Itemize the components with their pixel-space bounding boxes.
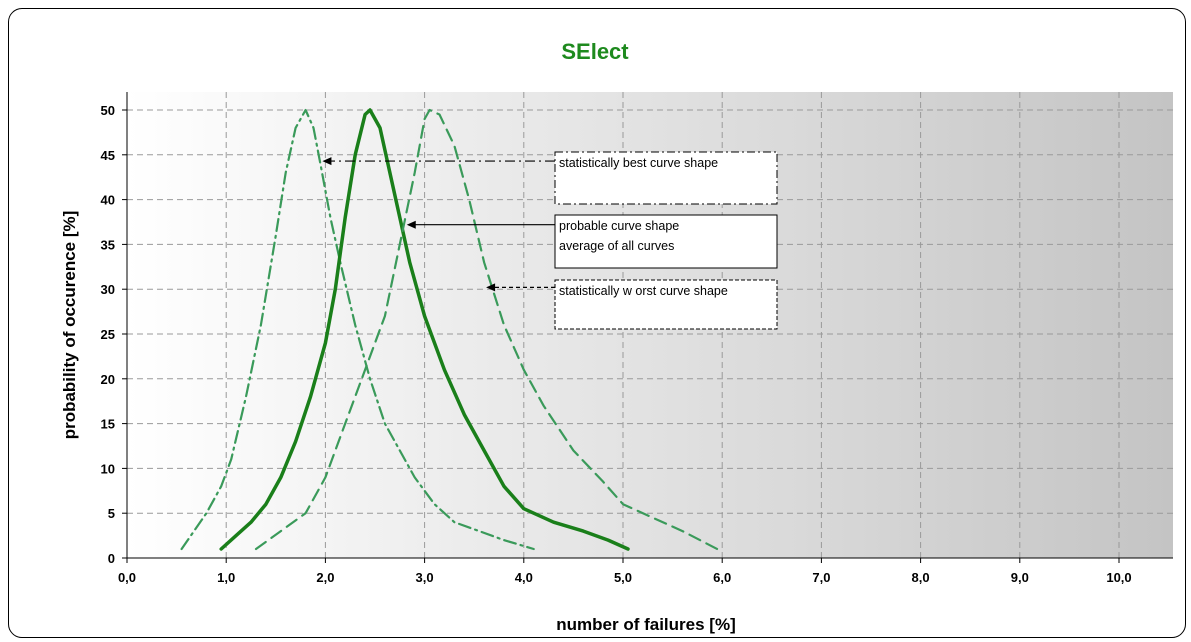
annotation-text: average of all curves (559, 239, 674, 253)
x-tick-label: 7,0 (812, 570, 830, 585)
y-tick-label: 45 (101, 148, 115, 163)
y-tick-label: 50 (101, 103, 115, 118)
y-axis-title: probability of occurence [%] (60, 211, 79, 440)
annotation-box (554, 279, 778, 330)
chart-title: SElect (561, 39, 629, 64)
x-tick-label: 9,0 (1011, 570, 1029, 585)
y-tick-label: 15 (101, 417, 115, 432)
y-tick-label: 5 (108, 506, 115, 521)
annotation-arrow-head (322, 157, 332, 166)
annotation-arrow-head (486, 283, 496, 292)
x-axis-title: number of failures [%] (556, 615, 735, 634)
annotation-box (554, 214, 778, 269)
annotation-arrow-head (406, 220, 416, 229)
x-tick-label: 0,0 (118, 570, 136, 585)
series-line-dash-dot (180, 108, 535, 551)
y-tick-label: 35 (101, 237, 115, 252)
x-tick-label: 10,0 (1106, 570, 1131, 585)
annotations: statistically best curve shape probable c… (322, 151, 778, 330)
annotation-text: probable curve shape (559, 219, 679, 233)
series-line-solid (219, 108, 630, 551)
y-tick-label: 40 (101, 193, 115, 208)
axes: 0 5 10 15 20 25 30 35 40 45 50 0,0 1,0 2,0 3,0 4,0 5,0 6,… (101, 92, 1173, 585)
y-tick-label: 20 (101, 372, 115, 387)
x-tick-label: 6,0 (713, 570, 731, 585)
y-tick-label: 30 (101, 282, 115, 297)
annotation-box (554, 151, 778, 205)
x-tick-label: 8,0 (912, 570, 930, 585)
annotation-text: statistically best curve shape (559, 156, 718, 170)
annotation-text: statistically w orst curve shape (559, 284, 728, 298)
x-tick-label: 4,0 (515, 570, 533, 585)
x-tick-label: 5,0 (614, 570, 632, 585)
y-tick-label: 0 (108, 551, 115, 566)
series-layer (180, 108, 719, 551)
x-tick-label: 3,0 (416, 570, 434, 585)
x-tick-label: 1,0 (217, 570, 235, 585)
x-tick-label: 2,0 (316, 570, 334, 585)
y-tick-label: 25 (101, 327, 115, 342)
y-tick-label: 10 (101, 461, 115, 476)
series-line-dash (254, 108, 719, 551)
